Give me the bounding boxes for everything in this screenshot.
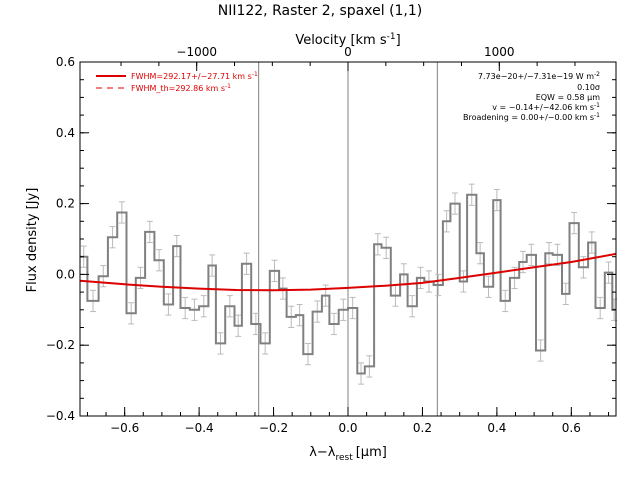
fit-sigma: 0.10σ: [577, 83, 600, 92]
fit-broadening-sup: -1: [594, 112, 600, 119]
legend: FWHM=292.17+/−27.71 km s-1 FWHM_th=292.8…: [96, 71, 258, 93]
legend-entry-fwhm-th-text: FWHM_th=292.86 km s: [131, 84, 225, 93]
data-series: [79, 193, 617, 375]
y-axis-label: Flux density [Jy]: [25, 188, 40, 293]
x-axis-label: λ−λrest [μm]: [309, 445, 387, 463]
y-tick-label-3: 0.2: [56, 197, 75, 211]
reference-lines: [258, 62, 438, 416]
top-axis-label-end: ]: [396, 33, 401, 48]
spectrum-step-line: [80, 193, 616, 375]
legend-entry-fwhm-th-sup: -1: [225, 83, 231, 90]
y-tick-label-5: 0.6: [56, 55, 75, 69]
top-tick-label-1: 0: [344, 45, 352, 59]
y-tick-label-4: 0.4: [56, 126, 75, 140]
legend-entry-fwhm-text: FWHM=292.17+/−27.71 km s: [131, 72, 252, 81]
legend-entry-fwhm-sup: -1: [252, 71, 258, 78]
fit-broadening: Broadening = 0.00+/−0.00 km s-1: [463, 112, 600, 122]
x-tick-label-1: −0.4: [185, 421, 214, 435]
fit-velocity-text: v = −0.14+/−42.06 km s: [492, 103, 594, 112]
x-tick-label-5: 0.4: [487, 421, 506, 435]
fit-broadening-text: Broadening = 0.00+/−0.00 km s: [463, 113, 594, 122]
x-axis-label-main: λ−λ: [309, 445, 336, 460]
legend-entry-fwhm: FWHM=292.17+/−27.71 km s-1: [131, 71, 258, 81]
x-tick-label-0: −0.6: [110, 421, 139, 435]
y-tick-label-1: −0.2: [46, 338, 75, 352]
x-tick-label-6: 0.6: [562, 421, 581, 435]
x-tick-label-4: 0.2: [413, 421, 432, 435]
x-tick-label-2: −0.2: [259, 421, 288, 435]
x-tick-label-3: 0.0: [338, 421, 357, 435]
fit-flux-text: 7.73e−20+/−7.31e−19 W m: [478, 72, 594, 81]
fit-flux-sup: -2: [594, 71, 600, 78]
y-tick-label-2: 0.0: [56, 267, 75, 281]
top-tick-label-0: −1000: [176, 45, 217, 59]
top-axis-label: Velocity [km s-1]: [295, 32, 400, 48]
fit-velocity: v = −0.14+/−42.06 km s-1: [492, 102, 600, 112]
fit-velocity-sup: -1: [594, 102, 600, 109]
axes: −0.6 −0.4 −0.2 0.0 0.2 0.4 0.6 −0.4 −0.2 0.0 0.2 0.…: [46, 45, 617, 435]
fit-results: 7.73e−20+/−7.31e−19 W m-2 0.10σ EQW = 0.…: [463, 71, 600, 122]
legend-entry-fwhm-th: FWHM_th=292.86 km s-1: [131, 83, 231, 93]
chart-title: NII122, Raster 2, spaxel (1,1): [218, 3, 423, 19]
fit-flux: 7.73e−20+/−7.31e−19 W m-2: [478, 71, 600, 81]
gaussian-fit-line: [79, 252, 617, 292]
fit-eqw: EQW = 0.58 μm: [536, 93, 600, 102]
x-axis-label-sub: rest: [335, 453, 353, 463]
top-axis-label-sup: -1: [387, 32, 396, 42]
top-tick-label-2: 1000: [484, 45, 515, 59]
x-axis-label-unit: [μm]: [356, 445, 387, 460]
y-tick-label-0: −0.4: [46, 409, 75, 423]
top-axis-label-main: Velocity [km s: [295, 33, 387, 48]
